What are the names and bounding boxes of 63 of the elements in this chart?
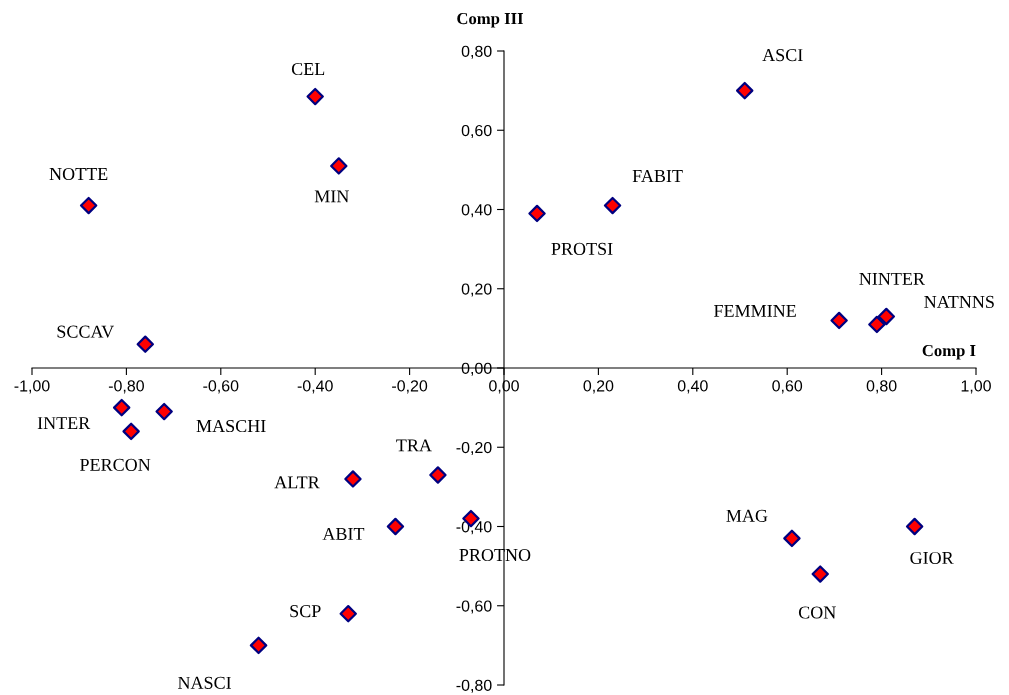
point xyxy=(811,565,829,583)
y-axis-title: Comp III xyxy=(457,12,524,28)
y-tick-label: -0,80 xyxy=(456,679,492,693)
annotation: ALTR xyxy=(274,476,320,489)
annotation: SCCAV xyxy=(57,325,115,338)
annotation: TRA xyxy=(396,439,432,452)
x-tick-label: 0,80 xyxy=(866,380,897,394)
point xyxy=(122,422,140,441)
x-axis-title: Comp I xyxy=(922,344,976,360)
annotation: ABIT xyxy=(322,527,365,540)
point xyxy=(344,470,362,488)
point xyxy=(736,81,754,100)
annotation: GIOR xyxy=(910,551,954,565)
point xyxy=(386,517,405,536)
y-tick-label: 0,20 xyxy=(461,283,492,297)
annotation: FEMMINE xyxy=(714,304,796,317)
y-tick-label: 0,40 xyxy=(461,204,492,218)
annotation: INTER xyxy=(37,417,91,429)
y-tick-label: -0,60 xyxy=(456,600,492,614)
y-tick-label: 0,60 xyxy=(461,124,492,139)
x-tick-label: -0,80 xyxy=(108,380,144,394)
annotation: NATNNS xyxy=(924,295,994,309)
annotation: CON xyxy=(798,606,836,619)
point xyxy=(155,402,173,421)
point xyxy=(830,311,848,330)
annotation: NASCI xyxy=(177,676,232,689)
x-tick-label: -0,60 xyxy=(203,380,239,394)
y-tick-label: 0,80 xyxy=(461,45,492,59)
point xyxy=(868,315,886,334)
annotation: FABIT xyxy=(632,169,683,182)
annotation: PROTSI xyxy=(551,242,613,255)
point xyxy=(905,517,924,536)
point xyxy=(112,398,131,417)
annotation: MASCHI xyxy=(196,419,266,433)
annotation: PERCON xyxy=(80,458,151,471)
point xyxy=(306,87,324,106)
point xyxy=(783,529,801,548)
point xyxy=(877,307,896,326)
point xyxy=(79,196,98,215)
x-tick-label: -1,00 xyxy=(14,380,50,394)
y-tick-label: 0,00 xyxy=(461,362,492,376)
annotation: MIN xyxy=(314,190,349,203)
x-tick-label: -0,40 xyxy=(297,380,333,394)
annotation: ASCI xyxy=(762,49,803,62)
x-tick-label: 0,40 xyxy=(677,380,708,394)
y-tick-label: -0,20 xyxy=(456,441,492,456)
y-tick-label: -0,40 xyxy=(456,521,492,535)
x-tick-label: 1,00 xyxy=(961,380,991,394)
x-tick-label: 0,60 xyxy=(772,380,803,394)
x-tick-label: 0,20 xyxy=(583,380,614,394)
point xyxy=(339,604,357,623)
point xyxy=(528,204,546,223)
point xyxy=(249,636,268,655)
x-tick-label: -0,20 xyxy=(392,380,428,394)
annotation: NINTER xyxy=(859,272,925,285)
annotation: NOTTE xyxy=(49,167,108,181)
point xyxy=(136,335,154,353)
point xyxy=(429,466,447,484)
annotation: MAG xyxy=(726,509,768,522)
annotation: CEL xyxy=(291,62,325,76)
point xyxy=(603,196,622,215)
annotation: SCP xyxy=(290,605,321,618)
point xyxy=(330,157,348,175)
